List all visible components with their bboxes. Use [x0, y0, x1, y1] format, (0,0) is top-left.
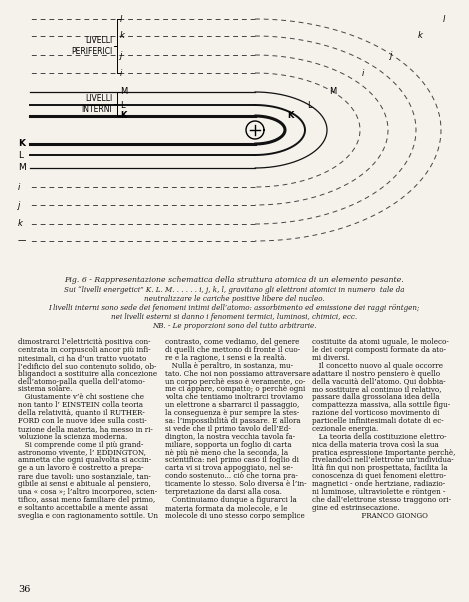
Text: K: K	[287, 111, 294, 120]
Text: j: j	[390, 51, 393, 60]
Text: non tanto l’ EINSTEIN colla teoria: non tanto l’ EINSTEIN colla teoria	[18, 401, 143, 409]
Text: gine ed estrinsecazione.: gine ed estrinsecazione.	[312, 504, 400, 512]
Text: la conseguenza è pur sempre la stes-: la conseguenza è pur sempre la stes-	[165, 409, 299, 417]
Text: rivelandoci nell’elettrone un’individua-: rivelandoci nell’elettrone un’individua-	[312, 456, 454, 465]
Text: me ci appare, compatto; o perchè ogni: me ci appare, compatto; o perchè ogni	[165, 385, 305, 393]
Text: ni luminose, ultraviolette e röntgen -: ni luminose, ultraviolette e röntgen -	[312, 488, 446, 496]
Text: centrata in corpuscoli ancor più infi-: centrata in corpuscoli ancor più infi-	[18, 346, 151, 354]
Text: tifico, assai meno familiare del primo,: tifico, assai meno familiare del primo,	[18, 496, 155, 504]
Text: mi diversi.: mi diversi.	[312, 354, 350, 362]
Text: di quelli che mettono di fronte il cuo-: di quelli che mettono di fronte il cuo-	[165, 346, 300, 354]
Text: che dall’elettrone stesso traggono ori-: che dall’elettrone stesso traggono ori-	[312, 496, 451, 504]
Text: sistema solare.: sistema solare.	[18, 385, 72, 393]
Text: L: L	[18, 150, 23, 160]
Text: —: —	[18, 237, 26, 246]
Text: LIVELLI
INTERNI: LIVELLI INTERNI	[81, 95, 112, 114]
Text: FORD con le nuove idee sulla costi-: FORD con le nuove idee sulla costi-	[18, 417, 147, 425]
Text: M: M	[120, 87, 127, 96]
Text: della vacuità dell’atomo. Qui dobbia-: della vacuità dell’atomo. Qui dobbia-	[312, 377, 446, 385]
Text: molecole di uno stesso corpo semplice: molecole di uno stesso corpo semplice	[165, 512, 305, 520]
Text: Il concetto nuovo al quale occorre: Il concetto nuovo al quale occorre	[312, 362, 443, 370]
Text: neutralizzare le cariche positive libere del nucleo.: neutralizzare le cariche positive libere…	[144, 295, 324, 303]
Text: costituite da atomi uguale, le moleco-: costituite da atomi uguale, le moleco-	[312, 338, 449, 346]
Text: magnetici - onde hertziane, radiazio-: magnetici - onde hertziane, radiazio-	[312, 480, 445, 488]
Text: M: M	[18, 164, 26, 173]
Text: L: L	[120, 101, 125, 110]
Text: l: l	[443, 14, 446, 23]
Text: tato. Che noi non possiamo attraversare: tato. Che noi non possiamo attraversare	[165, 370, 310, 377]
Text: bligandoci a sostituire alla concezione: bligandoci a sostituire alla concezione	[18, 370, 157, 377]
Text: dell’atomo-palla quella dell’atomo-: dell’atomo-palla quella dell’atomo-	[18, 377, 145, 385]
Text: della relatività, quanto il RUTHER-: della relatività, quanto il RUTHER-	[18, 409, 145, 417]
Text: i: i	[18, 182, 20, 191]
Text: LIVELLI
PERIFERICI: LIVELLI PERIFERICI	[71, 36, 112, 56]
Text: l’edificio del suo contenuto solido, ob-: l’edificio del suo contenuto solido, ob-	[18, 362, 156, 370]
Text: materia formata da molecole, e le: materia formata da molecole, e le	[165, 504, 287, 512]
Text: scientifica: nel primo caso il foglio di: scientifica: nel primo caso il foglio di	[165, 456, 299, 465]
Text: una « cosa »; l’altro incorporeo, scien-: una « cosa »; l’altro incorporeo, scien-	[18, 488, 157, 496]
Text: si vede che il primo tavolo dell’Ed-: si vede che il primo tavolo dell’Ed-	[165, 425, 291, 433]
Text: Giustamente v’è chi sostiene che: Giustamente v’è chi sostiene che	[18, 393, 144, 402]
Text: particelle infinitesimali dotate di ec-: particelle infinitesimali dotate di ec-	[312, 417, 444, 425]
Text: k: k	[120, 31, 125, 40]
Text: mo sostituire al continuo il relativo,: mo sostituire al continuo il relativo,	[312, 385, 441, 393]
Text: razione del vorticoso movimento di: razione del vorticoso movimento di	[312, 409, 439, 417]
Text: gibile ai sensi e abituale al pensiero,: gibile ai sensi e abituale al pensiero,	[18, 480, 151, 488]
Text: nica della materia trova così la sua: nica della materia trova così la sua	[312, 441, 439, 448]
Text: astronomo vivente, l’ EDDINGTON,: astronomo vivente, l’ EDDINGTON,	[18, 448, 146, 456]
Text: Fig. 6 - Rappresentazione schematica della struttura atomica di un elemento pesa: Fig. 6 - Rappresentazione schematica del…	[64, 276, 404, 284]
Text: condo sostenuto... ciò che torna pra-: condo sostenuto... ciò che torna pra-	[165, 473, 298, 480]
Text: nè più nè meno che la seconda, la: nè più nè meno che la seconda, la	[165, 448, 288, 456]
Text: nitesimali, ci ha d’un tratto vuotato: nitesimali, ci ha d’un tratto vuotato	[18, 354, 146, 362]
Text: i: i	[362, 69, 364, 78]
Text: ticamente lo stesso. Solo diversa è l’in-: ticamente lo stesso. Solo diversa è l’in…	[165, 480, 307, 488]
Text: j: j	[18, 200, 20, 209]
Text: Si comprende come il più grand-: Si comprende come il più grand-	[18, 441, 144, 448]
Text: I livelli interni sono sede dei fenomeni intimi dell’atomo: assorbimento ed emis: I livelli interni sono sede dei fenomeni…	[48, 304, 420, 312]
Text: j: j	[120, 51, 122, 60]
Text: nei livelli esterni si danno i fenomeni termici, luminosi, chimici, ecc.: nei livelli esterni si danno i fenomeni …	[111, 313, 357, 321]
Text: re e la ragione, i sensi e la realtà.: re e la ragione, i sensi e la realtà.	[165, 354, 287, 362]
Text: volta che tentiamo inoltrarci troviamo: volta che tentiamo inoltrarci troviamo	[165, 393, 303, 402]
Text: ge a un lavoro è costretto a prepa-: ge a un lavoro è costretto a prepa-	[18, 464, 144, 473]
Text: le dei corpi composti formate da ato-: le dei corpi composti formate da ato-	[312, 346, 446, 354]
Text: rare due tavoli: uno sostanziale, tan-: rare due tavoli: uno sostanziale, tan-	[18, 473, 151, 480]
Text: carta vi si trova appoggiato, nel se-: carta vi si trova appoggiato, nel se-	[165, 464, 293, 473]
Text: l: l	[120, 14, 122, 23]
Text: compattezza massiva, alla sottile figu-: compattezza massiva, alla sottile figu-	[312, 401, 450, 409]
Text: lità fin qui non prospettata, facilita la: lità fin qui non prospettata, facilita l…	[312, 464, 447, 473]
Text: K: K	[18, 140, 25, 149]
Text: e soltanto accettabile a mente assai: e soltanto accettabile a mente assai	[18, 504, 148, 512]
Text: sa: l’impossibilità di passare. E allora: sa: l’impossibilità di passare. E allora	[165, 417, 301, 425]
Text: tuzione della materia, ha messo in ri-: tuzione della materia, ha messo in ri-	[18, 425, 153, 433]
Text: terpretazione da darsi alla cosa.: terpretazione da darsi alla cosa.	[165, 488, 282, 496]
Text: Sui “livelli energetici” K. L. M. . . . . . i, j, k, l, gravitano gli elettroni : Sui “livelli energetici” K. L. M. . . . …	[64, 286, 404, 294]
Text: dimostrarci l’elettricità positiva con-: dimostrarci l’elettricità positiva con-	[18, 338, 151, 346]
Text: contrasto, come vediamo, del genere: contrasto, come vediamo, del genere	[165, 338, 299, 346]
Text: k: k	[418, 31, 423, 40]
Text: pratica espressione Importante perchè,: pratica espressione Importante perchè,	[312, 448, 455, 456]
Text: dington, la nostra vecchia tavola fa-: dington, la nostra vecchia tavola fa-	[165, 433, 295, 441]
Text: M: M	[329, 87, 336, 96]
Text: k: k	[18, 220, 23, 229]
Text: Continuiamo dunque a figurarci la: Continuiamo dunque a figurarci la	[165, 496, 297, 504]
Text: Nulla è peraltro, in sostanza, mu-: Nulla è peraltro, in sostanza, mu-	[165, 362, 293, 370]
Text: FRANCO GIONGO: FRANCO GIONGO	[312, 512, 428, 520]
Text: La teoria della costituzione elettro-: La teoria della costituzione elettro-	[312, 433, 446, 441]
Text: adattare il nostro pensiero è quello: adattare il nostro pensiero è quello	[312, 370, 440, 377]
Text: un corpo perchè esso è veramente, co-: un corpo perchè esso è veramente, co-	[165, 377, 305, 385]
Text: cezionale energia.: cezionale energia.	[312, 425, 378, 433]
Text: un elettrone a sbarrarci il passaggio,: un elettrone a sbarrarci il passaggio,	[165, 401, 299, 409]
Text: voluzione la scienza moderna.: voluzione la scienza moderna.	[18, 433, 127, 441]
Text: conoscenza di quei fenomeni elettro-: conoscenza di quei fenomeni elettro-	[312, 473, 446, 480]
Text: miliare, sopporta un foglio di carta: miliare, sopporta un foglio di carta	[165, 441, 292, 448]
Text: ammetta che ogni qualvolta si accin-: ammetta che ogni qualvolta si accin-	[18, 456, 151, 465]
Text: NB. - Le proporzioni sono del tutto arbitrarie.: NB. - Le proporzioni sono del tutto arbi…	[152, 322, 316, 330]
Text: L: L	[307, 101, 311, 110]
Text: K: K	[120, 111, 126, 120]
Text: 36: 36	[18, 585, 30, 594]
Text: i: i	[120, 69, 122, 78]
Text: passare dalla grossolana idea della: passare dalla grossolana idea della	[312, 393, 439, 402]
Text: sveglia e con ragionamento sottile. Un: sveglia e con ragionamento sottile. Un	[18, 512, 158, 520]
